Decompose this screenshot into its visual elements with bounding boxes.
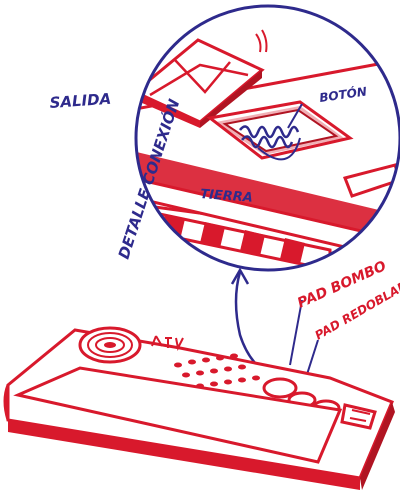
piano-keys bbox=[13, 366, 343, 464]
control-buttons bbox=[174, 353, 260, 389]
label-boton: BOTÓN bbox=[318, 83, 367, 105]
brand-logo bbox=[151, 335, 184, 352]
pad-socket bbox=[206, 100, 354, 161]
detail-circle-outline bbox=[134, 4, 400, 272]
label-salida: SALIDA bbox=[49, 90, 112, 112]
leader-arrowhead bbox=[230, 267, 250, 285]
pad-bombo-pointer bbox=[289, 299, 303, 366]
pad-square bbox=[340, 403, 377, 430]
output-connector bbox=[136, 29, 268, 128]
detail-magnifier bbox=[134, 4, 400, 272]
detail-leader-line bbox=[234, 271, 266, 374]
label-tierra: TIERRA bbox=[200, 187, 254, 206]
detail-interior bbox=[136, 29, 400, 270]
pad-bombo bbox=[262, 377, 298, 399]
keyboard-device bbox=[3, 326, 395, 490]
speaker-grille bbox=[78, 326, 142, 364]
